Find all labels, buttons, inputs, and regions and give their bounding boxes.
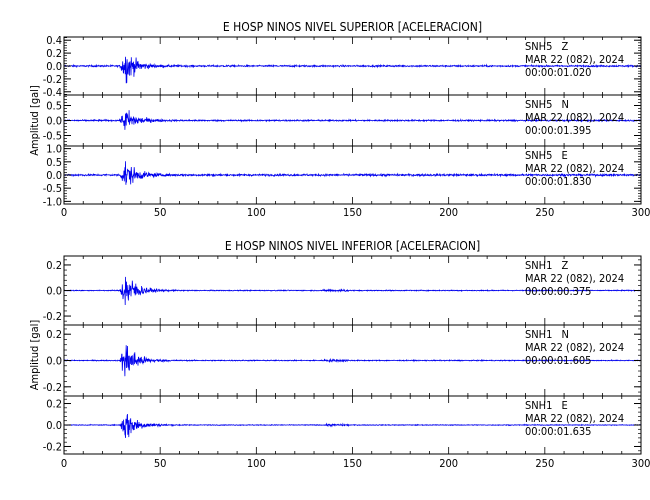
y-tick-label: 0.0 xyxy=(46,419,62,432)
component-code: N xyxy=(561,328,568,341)
station-code: SNH1 xyxy=(525,399,552,412)
x-tick-label: 250 xyxy=(535,206,554,219)
y-tick-label: -1.0 xyxy=(43,195,62,208)
x-tick-label: 200 xyxy=(439,206,458,219)
y-tick-label: 0.0 xyxy=(46,60,62,73)
component-code: Z xyxy=(561,40,568,53)
y-tick-label: 0.2 xyxy=(46,47,62,60)
y-tick-label: 0.0 xyxy=(46,169,62,182)
y-tick-label: -0.2 xyxy=(43,440,62,453)
station-code: SNH5 xyxy=(525,149,552,162)
station-label: SNH5 Z xyxy=(525,40,568,53)
waveform-line xyxy=(64,345,641,377)
y-tick-label: 1.0 xyxy=(46,143,62,156)
record-time: 00:00:00.375 xyxy=(525,285,591,298)
y-tick-label: 0.5 xyxy=(46,156,62,169)
component-code: N xyxy=(561,98,568,111)
record-time: 00:00:01.020 xyxy=(525,66,591,79)
component-code: Z xyxy=(561,259,568,272)
station-code: SNH1 xyxy=(525,328,552,341)
y-tick-label: -0.5 xyxy=(43,182,62,195)
waveform-line xyxy=(64,276,641,306)
x-tick-label: 0 xyxy=(61,206,67,219)
record-time: 00:00:01.395 xyxy=(525,124,591,137)
station-code: SNH5 xyxy=(525,98,552,111)
station-label: SNH1 Z xyxy=(525,259,568,272)
waveform-line xyxy=(64,161,641,185)
waveform-line xyxy=(64,414,641,438)
x-tick-label: 300 xyxy=(632,457,650,470)
station-label: SNH5 N xyxy=(525,98,569,111)
x-tick-label: 150 xyxy=(343,457,362,470)
station-label: SNH1 E xyxy=(525,399,568,412)
y-tick-label: -0.2 xyxy=(43,73,62,86)
x-tick-label: 50 xyxy=(154,206,167,219)
y-axis-label: Amplitud [gal] xyxy=(28,320,41,391)
x-tick-label: 0 xyxy=(61,457,67,470)
record-date: MAR 22 (082), 2024 xyxy=(525,412,624,425)
station-label: SNH1 N xyxy=(525,328,569,341)
y-tick-label: -0.5 xyxy=(43,130,62,143)
y-tick-label: 0.0 xyxy=(46,115,62,128)
x-tick-label: 100 xyxy=(247,206,266,219)
waveform-line xyxy=(64,56,641,84)
y-tick-label: 0.2 xyxy=(46,328,62,341)
y-tick-label: -0.2 xyxy=(43,310,62,323)
component-code: E xyxy=(561,399,567,412)
x-tick-label: 100 xyxy=(247,457,266,470)
chart-panel-2: E HOSP NINOS NIVEL INFERIOR [ACELERACION… xyxy=(28,239,650,470)
y-tick-label: -0.4 xyxy=(43,86,62,99)
station-code: SNH1 xyxy=(525,259,552,272)
record-date: MAR 22 (082), 2024 xyxy=(525,162,624,175)
waveform-line xyxy=(64,110,641,130)
record-time: 00:00:01.830 xyxy=(525,175,591,188)
y-tick-label: -0.2 xyxy=(43,381,62,394)
y-tick-label: 0.2 xyxy=(46,259,62,272)
component-code: E xyxy=(561,149,567,162)
station-code: SNH5 xyxy=(525,40,552,53)
chart-title: E HOSP NINOS NIVEL SUPERIOR [ACELERACION… xyxy=(223,20,482,34)
record-date: MAR 22 (082), 2024 xyxy=(525,341,624,354)
station-label: SNH5 E xyxy=(525,149,568,162)
x-tick-label: 50 xyxy=(154,457,167,470)
record-time: 00:00:01.605 xyxy=(525,354,591,367)
record-date: MAR 22 (082), 2024 xyxy=(525,272,624,285)
y-tick-label: 0.5 xyxy=(46,100,62,113)
x-tick-label: 300 xyxy=(632,206,650,219)
chart-title: E HOSP NINOS NIVEL INFERIOR [ACELERACION… xyxy=(225,239,480,253)
record-date: MAR 22 (082), 2024 xyxy=(525,111,624,124)
y-tick-label: 0.0 xyxy=(46,285,62,298)
y-tick-label: 0.4 xyxy=(46,34,62,47)
y-axis-label: Amplitud [gal] xyxy=(28,85,41,156)
y-tick-label: 0.2 xyxy=(46,398,62,411)
x-tick-label: 200 xyxy=(439,457,458,470)
y-tick-label: 0.0 xyxy=(46,355,62,368)
record-time: 00:00:01.635 xyxy=(525,425,591,438)
x-tick-label: 150 xyxy=(343,206,362,219)
x-tick-label: 250 xyxy=(535,457,554,470)
record-date: MAR 22 (082), 2024 xyxy=(525,53,624,66)
chart-panel-1: E HOSP NINOS NIVEL SUPERIOR [ACELERACION… xyxy=(28,20,650,219)
